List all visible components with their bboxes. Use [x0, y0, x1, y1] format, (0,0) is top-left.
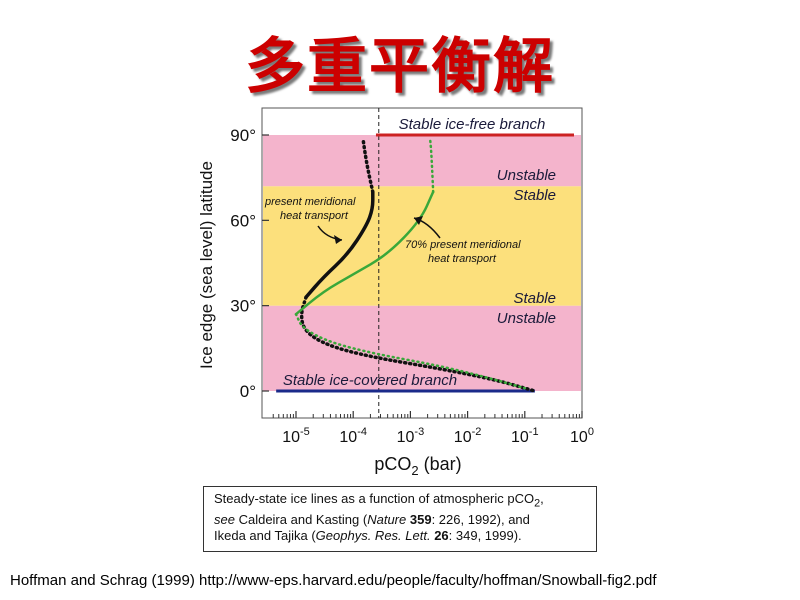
band-2 — [263, 135, 581, 187]
annotation-present-transport-line2: heat transport — [280, 210, 349, 222]
series-1-stable — [294, 190, 435, 316]
band-label: Stable — [513, 290, 556, 307]
band-0 — [263, 305, 581, 391]
annotation-70pct-transport-line2: heat transport — [428, 253, 497, 265]
slide-title: 多重平衡解 — [245, 32, 555, 102]
x-tick-label: 10-1 — [511, 426, 539, 446]
diagram-labels: Stable ice-free branch Stable ice-covered… — [264, 116, 556, 389]
series-1-unstable-lower-segment — [294, 312, 527, 390]
y-tick-label: 90° — [230, 126, 256, 145]
y-tick-label: 0° — [240, 382, 256, 401]
x-tick-label: 10-5 — [282, 426, 310, 446]
series-0-unstable-upper-segment — [361, 138, 375, 194]
annotation-arrowhead — [414, 216, 423, 225]
ice-covered-branch-label: Stable ice-covered branch — [283, 372, 457, 389]
series-0-stable — [304, 190, 375, 299]
caption-line-3: Ikeda and Tajika (Geophys. Res. Lett. 26… — [214, 527, 522, 543]
caption-line-2: see Caldeira and Kasting (Nature 359: 22… — [214, 511, 530, 527]
y-tick-label: 30° — [230, 297, 256, 316]
band-label: Unstable — [497, 310, 556, 327]
annotation-present-transport: present meridional — [264, 196, 356, 208]
x-axis-label: pCO2 (bar) — [374, 454, 461, 478]
caption-line-1: Steady-state ice lines as a function of … — [214, 491, 544, 510]
band-label: Stable — [513, 187, 556, 204]
x-tick-label: 10-4 — [339, 426, 367, 446]
x-tick-label: 10-2 — [454, 426, 482, 446]
ice-line-curves — [276, 133, 574, 393]
annotation-70pct-transport: 70% present meridional — [405, 239, 521, 251]
figure-caption: Steady-state ice lines as a function of … — [203, 486, 597, 552]
source-citation: Hoffman and Schrag (1999) http://www-eps… — [10, 572, 657, 589]
x-tick-label: 10-3 — [397, 426, 425, 446]
axes: 0° 30° 60° 90° 10-5 10-4 10-3 10-2 10-1 100 pCO2 (… — [197, 108, 594, 478]
ice-free-branch-label: Stable ice-free branch — [399, 116, 546, 133]
x-tick-label: 100 — [570, 426, 594, 446]
band-label: Unstable — [497, 167, 556, 184]
annotation-arrowhead — [334, 235, 342, 244]
y-axis-label: Ice edge (sea level) latitude — [197, 161, 216, 369]
y-tick-label: 60° — [230, 211, 256, 230]
